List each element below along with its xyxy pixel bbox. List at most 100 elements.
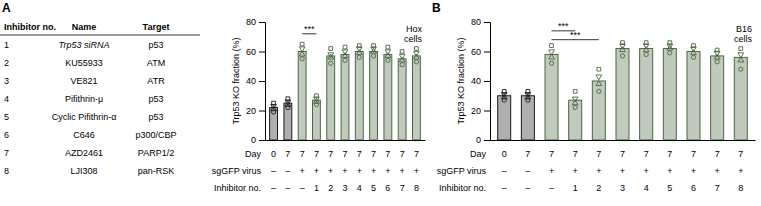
row-value: + [620,166,625,176]
table-cell: AZD2461 [65,148,103,158]
bar [569,100,582,140]
row-value: 7 [715,149,720,159]
point [343,45,347,49]
row-value: + [644,166,649,176]
point [550,44,554,48]
y-tick-mark [484,140,490,141]
bar [734,57,747,140]
annotation: Hoxcells [404,24,423,44]
y-tick-mark [259,52,265,53]
y-tick-label: 60 [471,47,481,57]
bar [545,54,558,140]
row-value: + [371,166,376,176]
table-cell: 5 [4,112,9,122]
y-tick-mark [484,81,490,82]
bar [355,52,363,141]
row-value: 6 [385,183,390,193]
point [329,61,333,65]
table-cell: 1 [4,40,9,50]
y-tick: 40 [246,76,265,86]
y-tick-label: 80 [246,17,256,27]
point [415,47,419,51]
plot-marks [270,42,421,140]
row-value: 0 [502,149,507,159]
y-tick-label: 20 [471,106,481,116]
point [549,61,553,65]
row-value: + [691,166,696,176]
y-tick-mark [484,52,490,53]
row-value: 7 [715,183,720,193]
y-tick: 0 [476,135,490,145]
point [597,89,601,93]
y-tick: 0 [251,135,265,145]
row-value: 5 [371,183,376,193]
bar [640,49,653,140]
point [399,54,405,59]
point [357,55,361,59]
table-cell: KU55933 [65,58,103,68]
sig-label: *** [304,24,315,34]
x-axis-line [266,140,426,141]
point [738,53,744,58]
row-value: 7 [400,183,405,193]
y-tick-label: 60 [246,47,256,57]
y-tick: 20 [246,106,265,116]
table-cell: LJI308 [70,166,97,176]
row-value: + [549,166,554,176]
point [739,47,743,51]
row-value: – [525,166,530,176]
y-tick: 60 [246,47,265,57]
row-value: 7 [644,149,649,159]
row-value: – [549,183,554,193]
plot-marks [498,41,748,140]
row-value: 3 [620,183,625,193]
point [386,45,390,49]
table: Inhibitor no.NameTarget1Trp53 siRNAp532K… [0,22,200,176]
row-label: Day [470,149,487,159]
point [502,89,506,93]
row-value: 7 [400,149,405,159]
row-value: 7 [525,149,530,159]
row-value: + [342,166,347,176]
table-rule [0,35,200,36]
row-value: + [400,166,405,176]
row-value: 7 [342,149,347,159]
point [300,57,304,61]
y-tick-label: 0 [476,135,481,145]
row-label: sgGFP virus [437,166,487,176]
point [386,58,390,62]
row-value: 7 [691,149,696,159]
table-cell: Cyclic Pifithrin-α [52,112,117,122]
x-axis-line [491,140,756,141]
table-cell: 3 [4,76,9,86]
point [692,44,696,48]
y-tick: 40 [471,76,490,86]
row-value: 7 [596,149,601,159]
point [596,81,602,86]
row-label: sgGFP virus [212,166,262,176]
sig-label: *** [558,21,569,31]
row-value: – [502,166,507,176]
point [272,101,276,105]
sig-label: *** [570,30,581,40]
point [385,50,391,55]
row-value: 8 [414,183,419,193]
table-cell: 4 [4,94,9,104]
point [357,44,361,48]
annotation: B16cells [734,24,753,44]
bar [413,56,421,140]
table-cell: p53 [148,40,163,50]
row-value: 5 [667,183,672,193]
row-value: – [285,183,290,193]
point [342,50,348,55]
table-cell: p53 [148,94,163,104]
row-value: 0 [271,149,276,159]
bar [313,100,321,140]
point [286,97,290,101]
panel-title: A [2,1,11,15]
y-axis-title: Trp53 KO fraction (%) [231,37,241,124]
point [299,47,305,52]
bar [327,56,335,140]
row-value: + [328,166,333,176]
row-value: + [314,166,319,176]
